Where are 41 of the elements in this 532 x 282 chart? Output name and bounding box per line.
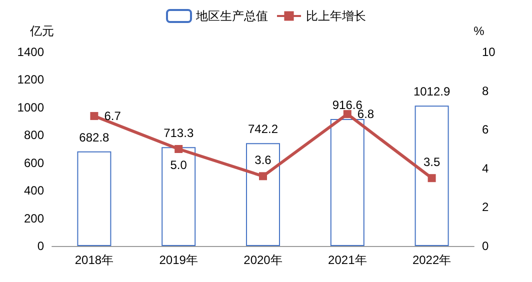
data-label: 5.0 bbox=[170, 158, 188, 172]
x-tick-label: 2022年 bbox=[412, 253, 452, 267]
y-tick-label: 1200 bbox=[17, 72, 44, 87]
x-tick-label: 2021年 bbox=[328, 253, 367, 267]
data-label: 742.2 bbox=[248, 122, 278, 136]
y-tick-label: 400 bbox=[24, 184, 44, 198]
point bbox=[259, 172, 267, 180]
y-tick-label: 0 bbox=[37, 239, 44, 253]
data-label: 713.3 bbox=[164, 126, 194, 140]
data-label: 682.8 bbox=[79, 130, 110, 144]
x-tick-label: 2018年 bbox=[74, 253, 114, 267]
point bbox=[343, 110, 352, 118]
y2-tick-label: 10 bbox=[482, 45, 496, 59]
bar bbox=[77, 151, 112, 246]
y2-tick-label: 8 bbox=[482, 84, 489, 98]
y-axis-title: 亿元 bbox=[29, 24, 54, 38]
y2-tick-label: 0 bbox=[482, 239, 489, 253]
bar bbox=[162, 147, 196, 246]
data-label: 1012.9 bbox=[413, 84, 450, 99]
legend-label: 地区生产总值 bbox=[195, 9, 268, 23]
point bbox=[428, 174, 436, 182]
bar bbox=[246, 143, 280, 246]
y-tick-label: 200 bbox=[24, 211, 44, 226]
y2-tick-label: 4 bbox=[482, 161, 489, 176]
x-tick-label: 2020年 bbox=[244, 253, 282, 267]
y-tick-label: 1000 bbox=[17, 100, 44, 114]
data-label: 3.5 bbox=[423, 155, 440, 170]
y2-tick-label: 6 bbox=[482, 122, 489, 137]
x-tick-label: 2019年 bbox=[159, 253, 198, 267]
y2-axis-title: % bbox=[474, 24, 485, 38]
y-tick-label: 600 bbox=[24, 156, 44, 170]
y-tick-label: 1400 bbox=[17, 45, 44, 59]
data-label: 3.6 bbox=[254, 153, 272, 168]
point bbox=[90, 112, 98, 120]
data-label: 6.7 bbox=[104, 109, 122, 124]
y-tick-label: 800 bbox=[24, 128, 44, 142]
bar bbox=[414, 106, 449, 246]
bar bbox=[330, 118, 364, 246]
point bbox=[174, 145, 183, 153]
y2-tick-label: 2 bbox=[482, 200, 489, 214]
legend-label: 比上年增长 bbox=[306, 9, 366, 23]
